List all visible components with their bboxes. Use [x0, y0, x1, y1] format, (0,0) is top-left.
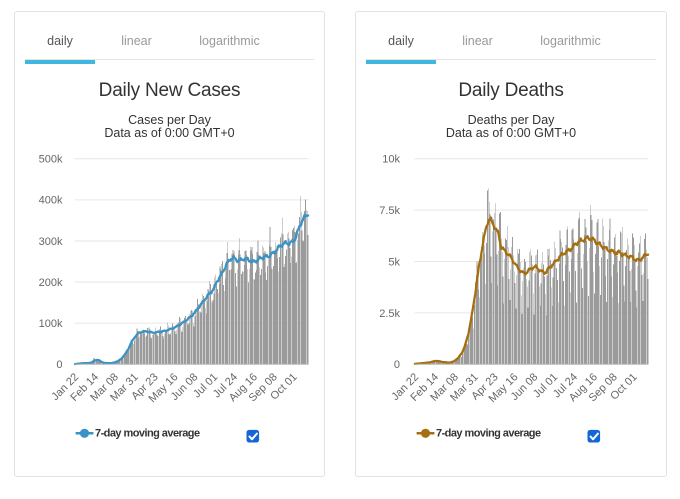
- svg-text:400k: 400k: [39, 195, 63, 207]
- svg-text:0: 0: [394, 359, 400, 371]
- svg-text:7-day moving average: 7-day moving average: [436, 427, 541, 439]
- svg-text:100k: 100k: [39, 318, 63, 330]
- svg-text:7.5k: 7.5k: [379, 205, 400, 217]
- svg-text:500k: 500k: [39, 154, 63, 166]
- svg-text:10k: 10k: [382, 154, 400, 166]
- svg-text:7-day moving average: 7-day moving average: [95, 427, 200, 439]
- svg-text:2.5k: 2.5k: [379, 308, 400, 320]
- svg-text:0: 0: [56, 359, 62, 371]
- svg-text:5k: 5k: [388, 256, 400, 268]
- svg-text:200k: 200k: [39, 277, 63, 289]
- svg-text:300k: 300k: [39, 236, 63, 248]
